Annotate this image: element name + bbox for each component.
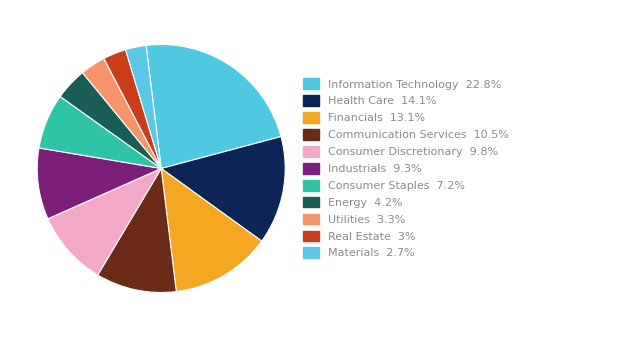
Wedge shape bbox=[125, 45, 161, 168]
Wedge shape bbox=[60, 73, 161, 168]
Wedge shape bbox=[98, 168, 176, 293]
Wedge shape bbox=[161, 136, 285, 241]
Wedge shape bbox=[37, 148, 161, 219]
Wedge shape bbox=[146, 44, 281, 168]
Wedge shape bbox=[39, 96, 161, 168]
Wedge shape bbox=[82, 59, 161, 168]
Wedge shape bbox=[48, 168, 161, 275]
Wedge shape bbox=[104, 50, 161, 168]
Wedge shape bbox=[161, 168, 262, 292]
Legend: Information Technology  22.8%, Health Care  14.1%, Financials  13.1%, Communicat: Information Technology 22.8%, Health Car… bbox=[300, 75, 512, 262]
